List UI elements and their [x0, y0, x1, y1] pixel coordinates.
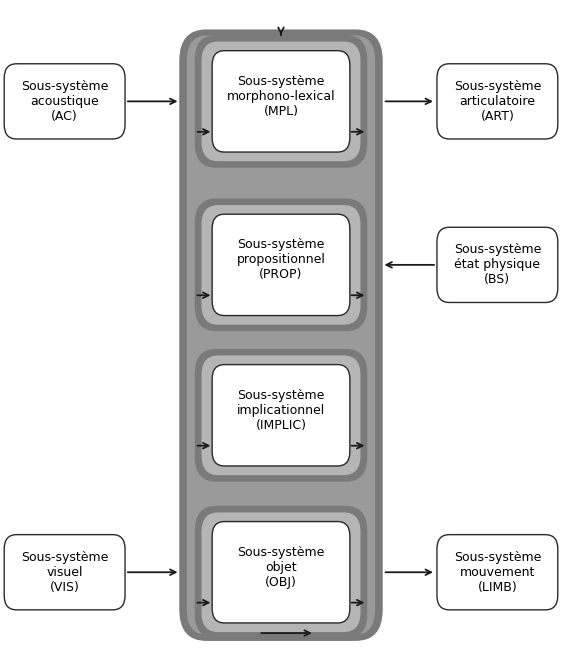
FancyBboxPatch shape [194, 199, 368, 332]
Text: Sous-système
morphono-lexical
(MPL): Sous-système morphono-lexical (MPL) [226, 75, 336, 118]
FancyBboxPatch shape [212, 215, 350, 316]
FancyBboxPatch shape [437, 228, 558, 302]
FancyBboxPatch shape [194, 506, 368, 638]
FancyBboxPatch shape [202, 205, 361, 325]
FancyBboxPatch shape [437, 535, 558, 610]
FancyBboxPatch shape [194, 35, 368, 168]
FancyBboxPatch shape [437, 63, 558, 139]
FancyBboxPatch shape [202, 356, 361, 475]
Text: Sous-système
état physique
(BS): Sous-système état physique (BS) [454, 243, 541, 286]
FancyBboxPatch shape [187, 35, 375, 635]
Text: Sous-système
objet
(OBJ): Sous-système objet (OBJ) [237, 545, 325, 589]
FancyBboxPatch shape [179, 29, 383, 641]
Text: Sous-système
visuel
(VIS): Sous-système visuel (VIS) [21, 551, 108, 594]
FancyBboxPatch shape [4, 535, 125, 610]
FancyBboxPatch shape [202, 513, 361, 632]
FancyBboxPatch shape [212, 51, 350, 152]
Text: Sous-système
propositionnel
(PROP): Sous-système propositionnel (PROP) [237, 238, 325, 281]
FancyBboxPatch shape [194, 349, 368, 481]
FancyBboxPatch shape [212, 365, 350, 466]
Text: Sous-système
articulatoire
(ART): Sous-système articulatoire (ART) [454, 80, 541, 123]
FancyBboxPatch shape [212, 522, 350, 623]
FancyBboxPatch shape [4, 63, 125, 139]
Text: Sous-système
mouvement
(LIMB): Sous-système mouvement (LIMB) [454, 551, 541, 594]
FancyBboxPatch shape [202, 42, 361, 162]
Text: Sous-système
acoustique
(AC): Sous-système acoustique (AC) [21, 80, 108, 123]
Text: Sous-système
implicationnel
(IMPLIC): Sous-système implicationnel (IMPLIC) [237, 388, 325, 432]
